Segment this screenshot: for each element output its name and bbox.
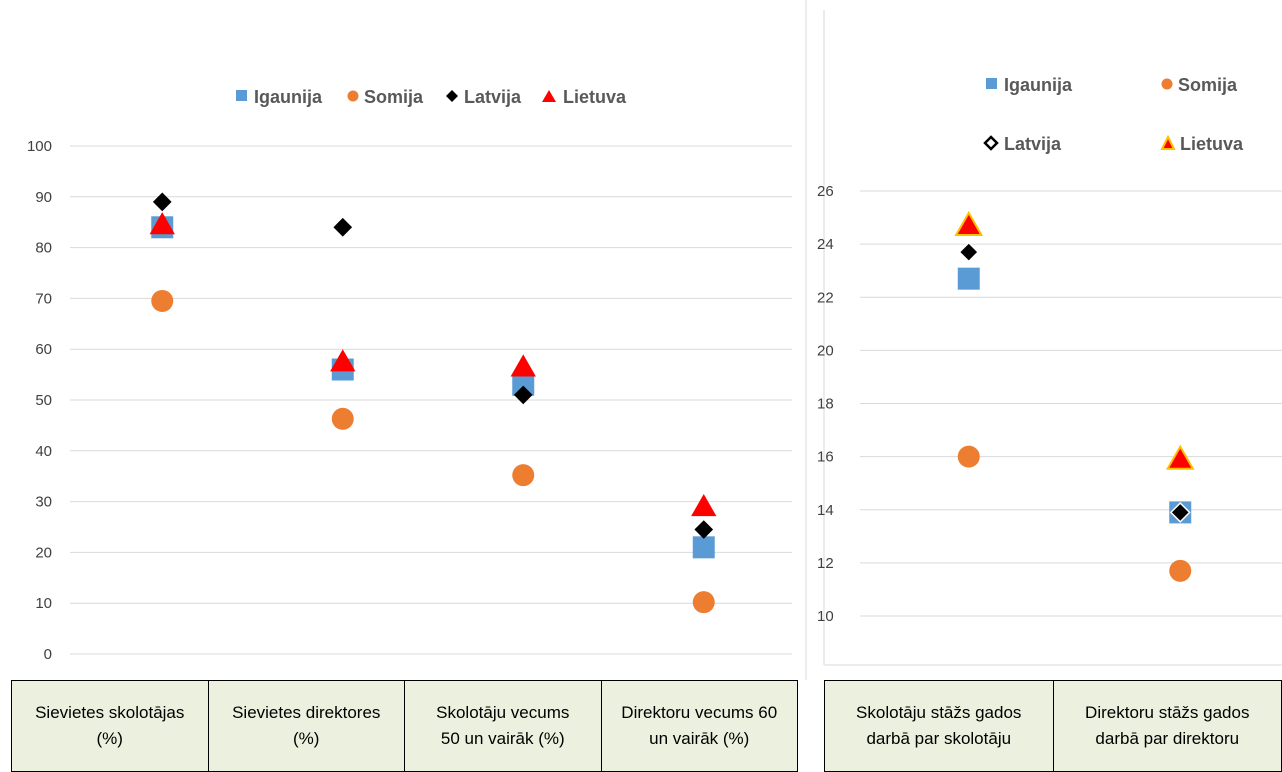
- marker-lietuva: [330, 349, 356, 372]
- y-tick-label: 14: [817, 502, 834, 519]
- marker-somija: [512, 464, 535, 487]
- legend-label-latvija: Latvija: [1004, 134, 1062, 154]
- category-table-left: Sievietes skolotājas (%) Sievietes direkt…: [11, 680, 798, 772]
- data-markers-right: [954, 210, 1195, 582]
- category-line: Direktoru vecums 60: [621, 702, 778, 722]
- y-tick-label: 20: [35, 544, 52, 561]
- y-tick-label: 100: [27, 138, 52, 155]
- y-tick-label: 90: [35, 189, 52, 206]
- category-cell: Sievietes skolotājas (%): [11, 680, 209, 772]
- category-line: Skolotāju vecums: [436, 702, 570, 722]
- legend-label-lietuva: Lietuva: [1180, 134, 1244, 154]
- category-table-right: Skolotāju stāžs gados darbā par skolotāju…: [824, 680, 1282, 772]
- y-tick-label: 40: [35, 443, 52, 460]
- category-cell: Skolotāju stāžs gados darbā par skolotāju: [824, 680, 1054, 772]
- y-tick-label: 80: [35, 240, 52, 257]
- scatter-chart-left: Igaunija Somija Latvija Lietuva 0 10 20 30 4…: [27, 0, 807, 680]
- legend-swatch-somija: [347, 90, 359, 102]
- scatter-chart-right: Igaunija Somija Latvija Lietuva 10 12 14 16…: [817, 10, 1282, 666]
- y-tick-label: 70: [35, 290, 52, 307]
- category-line: 50 un vairāk (%): [440, 729, 565, 748]
- y-tick-label: 30: [35, 494, 52, 511]
- y-tick-label: 18: [817, 396, 834, 413]
- y-tick-label: 24: [817, 236, 834, 253]
- legend-swatch-igaunija: [986, 78, 997, 89]
- y-tick-label: 26: [817, 183, 834, 200]
- marker-latvija: [958, 241, 980, 263]
- y-tick-label: 10: [35, 595, 52, 612]
- category-line: (%): [293, 729, 320, 748]
- legend-label-somija: Somija: [364, 87, 424, 107]
- category-line: Sievietes skolotājas: [35, 702, 185, 722]
- y-tick-label: 60: [35, 341, 52, 358]
- legend-swatch-latvija: [983, 135, 999, 151]
- category-line: Sievietes direktores: [232, 702, 381, 722]
- marker-lietuva: [149, 212, 175, 235]
- legend-label-lietuva: Lietuva: [563, 87, 627, 107]
- y-axis-ticks-right: 10 12 14 16 18 20 22 24 26: [817, 183, 834, 625]
- legend-left: Igaunija Somija Latvija Lietuva: [236, 87, 627, 107]
- y-tick-label: 50: [35, 392, 52, 409]
- category-line: Skolotāju stāžs gados: [856, 702, 1022, 722]
- category-line: un vairāk (%): [649, 729, 750, 748]
- y-tick-label: 12: [817, 555, 834, 572]
- marker-somija: [1169, 559, 1192, 582]
- marker-somija: [331, 407, 354, 430]
- y-tick-label: 20: [817, 342, 834, 359]
- data-markers-left: [149, 192, 717, 614]
- y-tick-label: 10: [817, 608, 834, 625]
- legend-label-igaunija: Igaunija: [1004, 75, 1073, 95]
- marker-somija: [151, 289, 174, 312]
- marker-somija: [692, 591, 715, 614]
- table-row: Sievietes skolotājas (%) Sievietes direkt…: [11, 680, 798, 772]
- y-tick-label: 22: [817, 289, 834, 306]
- category-line: darbā par skolotāju: [866, 729, 1012, 748]
- gridlines-left: [70, 145, 792, 655]
- table-row: Skolotāju stāžs gados darbā par skolotāju…: [824, 680, 1282, 772]
- category-cell: Skolotāju vecums 50 un vairāk (%): [404, 680, 602, 772]
- category-line: darbā par direktoru: [1095, 729, 1240, 748]
- marker-igaunija: [957, 267, 980, 290]
- marker-igaunija: [512, 373, 535, 396]
- legend-label-somija: Somija: [1178, 75, 1238, 95]
- legend-right: Igaunija Somija Latvija Lietuva: [983, 75, 1244, 154]
- legend-swatch-somija: [1161, 78, 1173, 90]
- marker-lietuva: [954, 210, 984, 237]
- marker-latvija: [333, 217, 353, 237]
- legend-label-igaunija: Igaunija: [254, 87, 323, 107]
- marker-latvija: [694, 520, 714, 539]
- y-tick-label: 0: [44, 646, 52, 663]
- marker-latvija: [1169, 501, 1191, 523]
- legend-swatch-latvija: [446, 90, 458, 102]
- marker-lietuva: [1165, 444, 1195, 470]
- marker-lietuva: [691, 494, 717, 517]
- legend-swatch-igaunija: [236, 90, 247, 101]
- marker-igaunija: [692, 536, 715, 559]
- category-line: (%): [96, 729, 123, 748]
- legend-label-latvija: Latvija: [464, 87, 522, 107]
- y-tick-label: 16: [817, 449, 834, 466]
- marker-latvija: [152, 192, 172, 212]
- category-cell: Direktoru vecums 60 un vairāk (%): [600, 680, 798, 772]
- gridlines-right: [860, 190, 1282, 617]
- y-axis-ticks-left: 0 10 20 30 40 50 60 70 80 90 100: [27, 138, 52, 663]
- legend-swatch-lietuva: [1160, 134, 1176, 150]
- legend-swatch-lietuva: [542, 90, 556, 102]
- category-line: Direktoru stāžs gados: [1085, 702, 1250, 722]
- category-cell: Sievietes direktores (%): [207, 680, 405, 772]
- category-cell: Direktoru stāžs gados darbā par direktoru: [1052, 680, 1282, 772]
- marker-lietuva: [510, 354, 536, 377]
- marker-somija: [957, 445, 980, 468]
- marker-latvija: [513, 385, 533, 405]
